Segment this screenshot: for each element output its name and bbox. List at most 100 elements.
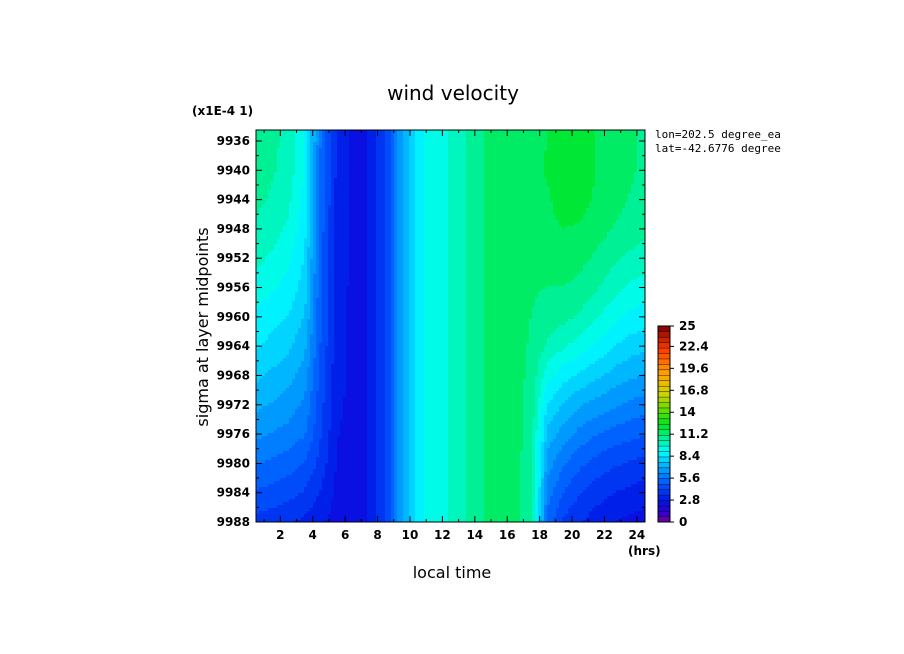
contour-cell	[361, 229, 365, 233]
contour-cell	[469, 160, 473, 164]
contour-cell	[370, 220, 374, 224]
contour-cell	[601, 175, 605, 179]
contour-cell	[514, 181, 518, 185]
contour-cell	[601, 172, 605, 176]
contour-cell	[478, 217, 482, 221]
contour-cell	[412, 217, 416, 221]
contour-cell	[307, 178, 311, 182]
contour-cell	[334, 151, 338, 155]
contour-cell	[496, 172, 500, 176]
contour-cell	[265, 217, 269, 221]
contour-cell	[613, 142, 617, 146]
contour-cell	[391, 199, 395, 203]
contour-cell	[604, 148, 608, 152]
contour-cell	[331, 214, 335, 218]
contour-cell	[262, 223, 266, 227]
contour-cell	[508, 139, 512, 143]
contour-cell	[337, 163, 341, 167]
contour-cell	[316, 184, 320, 188]
contour-cell	[373, 217, 377, 221]
contour-cell	[271, 214, 275, 218]
contour-cell	[256, 220, 260, 224]
contour-cell	[526, 172, 530, 176]
contour-cell	[262, 178, 266, 182]
contour-cell	[289, 211, 293, 215]
contour-cell	[535, 238, 539, 242]
contour-cell	[562, 160, 566, 164]
contour-cell	[367, 160, 371, 164]
contour-cell	[262, 172, 266, 176]
contour-cell	[508, 226, 512, 230]
contour-cell	[469, 154, 473, 158]
contour-cell	[496, 181, 500, 185]
contour-cell	[544, 187, 548, 191]
contour-cell	[397, 142, 401, 146]
contour-cell	[493, 157, 497, 161]
contour-cell	[586, 184, 590, 188]
contour-cell	[313, 244, 317, 248]
contour-cell	[484, 226, 488, 230]
contour-cell	[523, 235, 527, 239]
contour-cell	[391, 151, 395, 155]
contour-cell	[364, 163, 368, 167]
contour-cell	[580, 166, 584, 170]
contour-cell	[331, 136, 335, 140]
contour-cell	[427, 187, 431, 191]
contour-cell	[370, 139, 374, 143]
contour-cell	[466, 235, 470, 239]
contour-cell	[556, 229, 560, 233]
contour-cell	[592, 154, 596, 158]
contour-cell	[424, 214, 428, 218]
contour-cell	[496, 190, 500, 194]
contour-cell	[622, 238, 626, 242]
contour-cell	[265, 223, 269, 227]
contour-cell	[307, 241, 311, 245]
contour-cell	[433, 157, 437, 161]
contour-cell	[388, 181, 392, 185]
contour-cell	[562, 235, 566, 239]
contour-cell	[361, 175, 365, 179]
contour-cell	[361, 199, 365, 203]
contour-cell	[379, 163, 383, 167]
contour-cell	[559, 208, 563, 212]
contour-cell	[475, 181, 479, 185]
contour-cell	[292, 220, 296, 224]
contour-cell	[286, 226, 290, 230]
contour-cell	[271, 154, 275, 158]
contour-cell	[625, 136, 629, 140]
contour-cell	[613, 178, 617, 182]
contour-cell	[322, 178, 326, 182]
contour-cell	[463, 142, 467, 146]
contour-cell	[622, 133, 626, 137]
contour-cell	[493, 202, 497, 206]
contour-cell	[358, 205, 362, 209]
contour-cell	[283, 196, 287, 200]
contour-cell	[520, 217, 524, 221]
contour-cell	[634, 193, 638, 197]
contour-cell	[286, 130, 290, 134]
contour-cell	[280, 166, 284, 170]
contour-cell	[637, 196, 641, 200]
contour-cell	[319, 163, 323, 167]
contour-cell	[451, 241, 455, 245]
contour-cell	[445, 145, 449, 149]
contour-cell	[421, 184, 425, 188]
contour-cell	[628, 229, 632, 233]
contour-cell	[265, 172, 269, 176]
contour-cell	[535, 175, 539, 179]
contour-cell	[592, 172, 596, 176]
contour-cell	[520, 154, 524, 158]
contour-cell	[472, 196, 476, 200]
contour-cell	[379, 133, 383, 137]
contour-cell	[535, 220, 539, 224]
contour-cell	[400, 148, 404, 152]
contour-cell	[622, 208, 626, 212]
contour-cell	[334, 193, 338, 197]
contour-cell	[604, 217, 608, 221]
contour-cell	[589, 214, 593, 218]
contour-cell	[454, 145, 458, 149]
contour-cell	[553, 205, 557, 209]
contour-cell	[373, 169, 377, 173]
contour-cell	[418, 157, 422, 161]
contour-cell	[343, 181, 347, 185]
